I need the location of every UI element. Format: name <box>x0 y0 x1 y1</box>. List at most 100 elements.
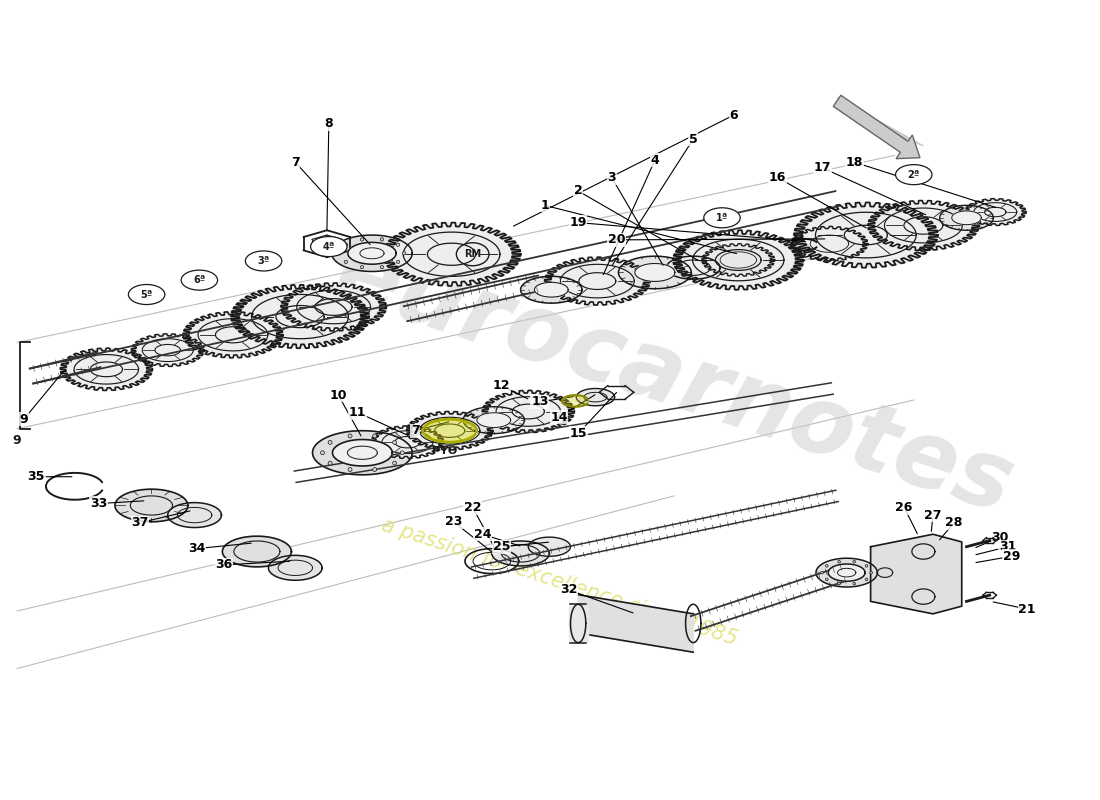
Circle shape <box>320 450 324 454</box>
Text: PTO: PTO <box>432 446 458 456</box>
Ellipse shape <box>129 285 165 305</box>
Circle shape <box>866 565 868 567</box>
Text: 11: 11 <box>349 406 366 419</box>
Ellipse shape <box>310 237 346 257</box>
Polygon shape <box>837 98 906 148</box>
Polygon shape <box>702 244 774 276</box>
Polygon shape <box>371 426 444 458</box>
Text: 2: 2 <box>574 185 583 198</box>
Text: 27: 27 <box>924 509 942 522</box>
Polygon shape <box>939 206 993 230</box>
Circle shape <box>344 243 348 246</box>
Text: 25: 25 <box>493 540 510 554</box>
Text: 1: 1 <box>540 199 549 212</box>
Polygon shape <box>673 230 803 290</box>
Polygon shape <box>131 334 205 366</box>
Text: 23: 23 <box>444 515 462 528</box>
Polygon shape <box>667 256 721 279</box>
Text: 2ª: 2ª <box>908 170 920 180</box>
Polygon shape <box>635 263 675 282</box>
Circle shape <box>361 266 364 269</box>
Polygon shape <box>280 283 386 331</box>
Circle shape <box>328 461 332 465</box>
Text: 20: 20 <box>608 234 625 246</box>
Polygon shape <box>312 430 412 474</box>
Polygon shape <box>794 202 938 268</box>
Circle shape <box>348 467 352 471</box>
Circle shape <box>338 252 341 255</box>
Circle shape <box>381 266 384 269</box>
Circle shape <box>381 238 384 241</box>
Text: 21: 21 <box>1019 602 1036 615</box>
Circle shape <box>866 578 868 581</box>
Circle shape <box>870 571 872 574</box>
Text: eurocarnotes: eurocarnotes <box>323 228 1024 534</box>
Text: 8: 8 <box>324 118 333 130</box>
Polygon shape <box>576 389 615 406</box>
Text: 31: 31 <box>999 540 1016 554</box>
Polygon shape <box>562 395 588 406</box>
Polygon shape <box>618 256 691 289</box>
Polygon shape <box>477 413 510 427</box>
Text: 28: 28 <box>945 516 962 530</box>
Text: 4ª: 4ª <box>322 242 334 251</box>
Polygon shape <box>828 564 865 582</box>
Polygon shape <box>222 536 292 567</box>
Text: a passion for excellence since 1985: a passion for excellence since 1985 <box>378 515 739 650</box>
Text: 33: 33 <box>90 497 108 510</box>
Text: 5: 5 <box>689 133 697 146</box>
Text: 19: 19 <box>570 216 586 229</box>
Text: 6: 6 <box>729 109 738 122</box>
Ellipse shape <box>895 165 932 185</box>
Text: RM: RM <box>464 250 481 259</box>
Text: 3: 3 <box>607 171 616 184</box>
Circle shape <box>821 571 824 574</box>
Ellipse shape <box>182 270 218 290</box>
Polygon shape <box>579 594 693 652</box>
Polygon shape <box>492 541 549 566</box>
Circle shape <box>825 565 828 567</box>
Circle shape <box>348 434 352 438</box>
Text: 30: 30 <box>991 530 1009 544</box>
Text: 13: 13 <box>531 395 549 409</box>
Text: 9: 9 <box>20 413 29 426</box>
Polygon shape <box>116 489 188 522</box>
Polygon shape <box>407 411 493 450</box>
Text: 24: 24 <box>473 528 491 541</box>
Circle shape <box>403 252 406 255</box>
Circle shape <box>852 582 856 585</box>
Circle shape <box>361 238 364 241</box>
Text: 16: 16 <box>769 171 786 184</box>
Text: 12: 12 <box>493 379 510 392</box>
Text: 10: 10 <box>330 389 348 402</box>
Text: 29: 29 <box>1003 550 1021 563</box>
Circle shape <box>838 582 840 585</box>
Circle shape <box>852 560 856 563</box>
Text: 9: 9 <box>13 434 22 446</box>
Circle shape <box>373 434 376 438</box>
Text: 7: 7 <box>410 424 419 437</box>
Polygon shape <box>332 235 412 271</box>
Polygon shape <box>60 348 153 390</box>
Circle shape <box>396 243 399 246</box>
Polygon shape <box>544 257 650 305</box>
Text: 22: 22 <box>464 501 482 514</box>
Text: 34: 34 <box>188 542 206 555</box>
Polygon shape <box>167 502 221 527</box>
Circle shape <box>373 467 376 471</box>
Polygon shape <box>520 276 582 303</box>
Polygon shape <box>837 98 923 146</box>
Text: 36: 36 <box>214 558 232 571</box>
Circle shape <box>396 260 399 263</box>
Circle shape <box>393 461 397 465</box>
Polygon shape <box>426 420 474 442</box>
Text: 7: 7 <box>290 156 299 169</box>
Circle shape <box>838 560 840 563</box>
Text: 17: 17 <box>814 162 832 174</box>
Polygon shape <box>348 242 396 264</box>
Text: 1ª: 1ª <box>716 213 728 223</box>
Polygon shape <box>965 198 1026 226</box>
Text: 5ª: 5ª <box>141 290 153 299</box>
Polygon shape <box>482 390 574 433</box>
Ellipse shape <box>704 208 740 228</box>
